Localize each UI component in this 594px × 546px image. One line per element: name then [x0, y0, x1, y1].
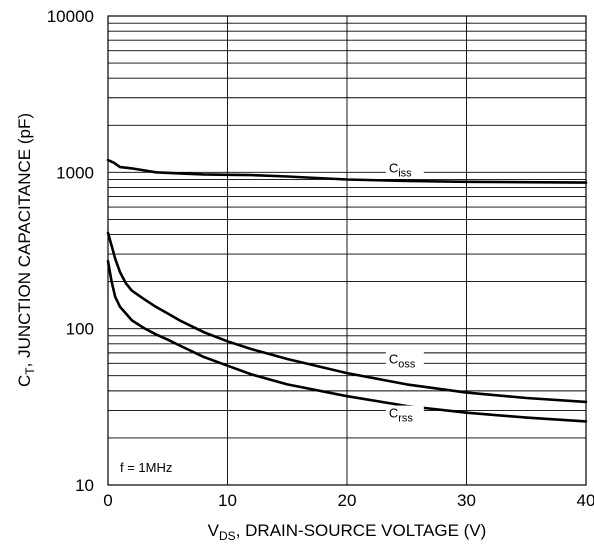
x-tick-label: 40 — [577, 491, 594, 510]
series-label-sub: iss — [398, 167, 412, 179]
series-label-bg — [385, 405, 424, 424]
x-tick-label: 20 — [338, 491, 357, 510]
series-label-main: C — [389, 160, 398, 175]
y-tick-label: 10 — [75, 476, 94, 495]
x-axis-title-sub: DS — [219, 529, 236, 543]
y-tick-label: 10000 — [47, 7, 94, 26]
series-label-coss: Coss — [389, 351, 416, 370]
x-tick-label: 30 — [457, 491, 476, 510]
y-tick-labels: 10 100 1000 10000 — [47, 7, 94, 495]
grid — [107, 16, 587, 486]
series-label-bg — [385, 351, 424, 370]
series-line-ciss — [106, 158, 588, 184]
x-axis-title: VDS, DRAIN-SOURCE VOLTAGE (V) — [208, 521, 487, 543]
series-label-bg — [385, 160, 424, 179]
series-label-sub: rss — [398, 413, 413, 425]
series-label-main: C — [389, 351, 398, 366]
series-line-coss — [106, 231, 588, 404]
x-tick-labels: 0 10 20 30 40 — [103, 491, 594, 510]
y-tick-label: 1000 — [56, 163, 94, 182]
frequency-annotation: f = 1MHz — [120, 460, 172, 475]
y-axis-title: CT, JUNCTION CAPACITANCE (pF) — [15, 113, 37, 387]
x-axis-title-main: V — [208, 521, 220, 540]
plot-frame — [107, 15, 587, 486]
series-label-main: C — [389, 406, 398, 421]
y-axis-title-main: C — [15, 375, 34, 387]
y-tick-label: 100 — [66, 320, 94, 339]
x-axis-title-rest: , DRAIN-SOURCE VOLTAGE (V) — [236, 521, 487, 540]
x-tick-label: 0 — [103, 491, 112, 510]
series-label-sub: oss — [398, 358, 416, 370]
y-axis-title-rest: , JUNCTION CAPACITANCE (pF) — [15, 113, 34, 367]
series-label-ciss: Ciss — [389, 160, 412, 179]
y-axis-title-sub: T — [23, 367, 37, 375]
x-tick-label: 10 — [218, 491, 237, 510]
series-label-crss: Crss — [389, 406, 414, 425]
